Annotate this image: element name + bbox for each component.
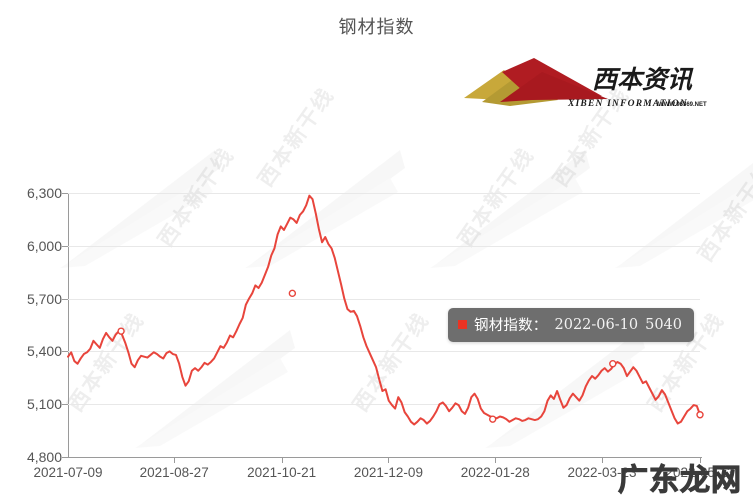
tooltip-date: 2022-06-10	[554, 316, 639, 333]
y-axis-tick-label: 6,000	[26, 237, 62, 254]
y-axis-tick-label: 5,100	[26, 396, 62, 413]
logo-graphic-icon: 西本资讯 XIBEN INFORMATION WWW.96369.NET	[464, 58, 707, 109]
y-tick-mark	[62, 457, 68, 458]
y-tick-mark	[62, 245, 68, 247]
x-axis-tick-label: 2021-07-09	[33, 465, 103, 480]
x-axis-tick-label: 2021-08-27	[139, 465, 209, 480]
gridline	[68, 298, 700, 300]
data-tooltip: 钢材指数： 2022-06-10 5040	[448, 308, 695, 342]
y-axis-tick-label: 4,800	[26, 449, 62, 465]
x-axis-line	[68, 457, 702, 458]
x-tick-mark	[174, 457, 176, 463]
x-tick-mark	[700, 457, 701, 463]
tooltip-series-marker-icon	[458, 320, 467, 329]
x-tick-mark	[602, 457, 604, 463]
y-axis-tick-label: 5,400	[26, 343, 62, 360]
site-watermark: 广东龙网	[618, 464, 742, 498]
x-tick-mark	[388, 457, 390, 463]
y-tick-mark	[62, 351, 68, 353]
x-axis-tick-label: 2021-12-09	[353, 465, 423, 480]
svg-text:WWW.96369.NET: WWW.96369.NET	[658, 102, 707, 108]
tooltip-value: 5040	[645, 316, 683, 333]
x-axis-tick-label: 2021-10-21	[247, 465, 317, 480]
svg-text:XIBEN INFORMATION: XIBEN INFORMATION	[567, 99, 688, 109]
y-axis-tick-label: 5,700	[26, 290, 62, 307]
watermark-text: 西本新干线	[254, 83, 339, 192]
x-tick-mark	[281, 457, 283, 463]
y-tick-mark	[62, 404, 68, 406]
tooltip-series-label: 钢材指数：	[474, 318, 548, 334]
gridline	[68, 404, 700, 406]
y-axis-labels: 4,800 5,100 5,400 5,700 6,000 6,300	[0, 0, 62, 500]
y-tick-mark	[62, 298, 68, 300]
xiben-logo: 西本资讯 XIBEN INFORMATION WWW.96369.NET	[462, 56, 712, 116]
y-tick-mark	[62, 193, 68, 194]
x-axis-tick-label: 2022-03-23	[567, 465, 637, 480]
svg-text:西本资讯: 西本资讯	[592, 65, 694, 94]
y-axis-tick-label: 6,300	[26, 185, 62, 201]
gridline	[68, 351, 700, 353]
gridline	[68, 245, 700, 247]
x-axis-tick-label: 2022-01-28	[460, 465, 530, 480]
x-tick-mark	[495, 457, 497, 463]
chart-title: 钢材指数	[338, 17, 415, 37]
gridline	[68, 193, 700, 194]
x-axis-tick-label: 2022-05-13	[665, 465, 735, 480]
